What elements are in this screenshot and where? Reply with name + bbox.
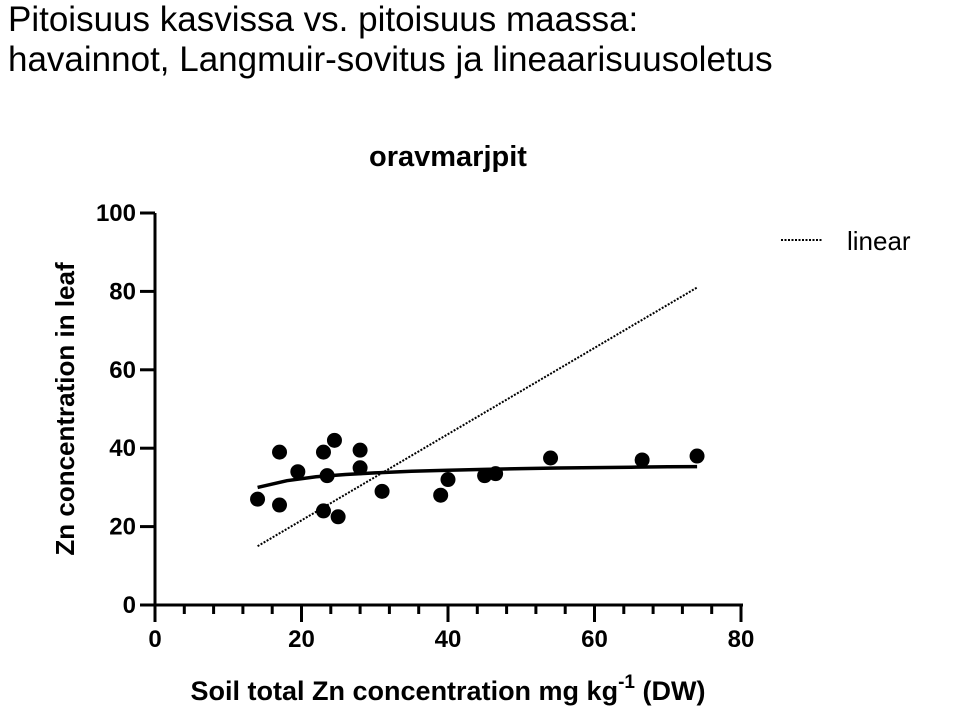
plot-area (250, 286, 705, 548)
y-tick-label: 100 (96, 200, 136, 227)
data-point (374, 483, 390, 499)
y-axis: 0 20 40 60 80 100 (96, 200, 157, 619)
y-tick-label: 40 (109, 435, 136, 462)
y-ticks: 0 20 40 60 80 100 (96, 200, 155, 619)
data-point (488, 466, 504, 482)
data-point (272, 444, 288, 460)
data-point (250, 491, 266, 507)
page-title-line-1: Pitoisuus kasvissa vs. pitoisuus maassa: (8, 0, 639, 39)
page-title: Pitoisuus kasvissa vs. pitoisuus maassa:… (8, 0, 773, 80)
data-point (319, 468, 335, 484)
legend: linear (781, 226, 911, 256)
data-point (440, 472, 456, 488)
data-point (326, 432, 342, 448)
data-point (634, 452, 650, 468)
legend-linear-label: linear (847, 226, 911, 256)
linear-line (257, 286, 698, 548)
x-tick-label: 40 (435, 626, 462, 653)
data-point (315, 444, 331, 460)
data-point (315, 503, 331, 519)
page-title-line-2: havainnot, Langmuir-sovitus ja lineaaris… (8, 40, 773, 79)
x-axis: 0 20 40 60 80 (148, 603, 754, 653)
data-point (543, 450, 559, 466)
data-point (290, 464, 306, 480)
x-tick-label: 80 (728, 626, 755, 653)
x-axis-label: Soil total Zn concentration mg kg-1 (DW) (191, 672, 706, 706)
data-point (689, 448, 705, 464)
x-axis-label-main: Soil total Zn concentration mg kg (191, 676, 619, 706)
chart-title: oravmarjpit (369, 141, 527, 173)
x-ticks: 0 20 40 60 80 (148, 605, 754, 653)
data-point (352, 442, 368, 458)
y-axis-label: Zn concentration in leaf (50, 262, 80, 556)
y-tick-label: 0 (123, 592, 136, 619)
x-axis-label-suffix: (DW) (635, 676, 705, 706)
x-tick-label: 20 (288, 626, 315, 653)
y-tick-label: 20 (109, 514, 136, 541)
x-axis-label-superscript: -1 (618, 672, 635, 693)
y-tick-label: 60 (109, 357, 136, 384)
x-tick-label: 0 (148, 626, 161, 653)
x-tick-label: 60 (581, 626, 608, 653)
y-tick-label: 80 (109, 278, 136, 305)
data-point (272, 497, 288, 513)
data-point (352, 460, 368, 476)
data-point (433, 487, 449, 503)
data-point (330, 509, 346, 525)
